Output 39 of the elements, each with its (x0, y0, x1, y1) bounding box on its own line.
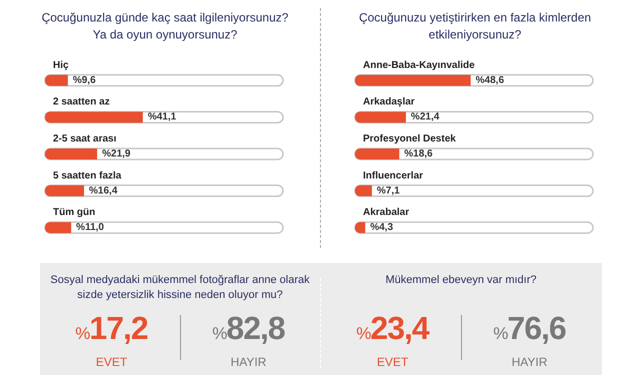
data-label: %16,4 (89, 185, 118, 196)
y-tick-label: 5 saatten fazla (53, 170, 122, 182)
text: Mükemmel ebeveyn var mıdır? (384, 273, 538, 288)
y-tick-label: Akrabalar (363, 207, 410, 218)
chart-title: Çocuğunuzla günde kaç saat ilgileniyorsunuz? Ya da oyun oynuyorsunuz? (42, 10, 289, 42)
y-tick-label: Anne-Baba-Kayınvalide (363, 60, 476, 71)
y-tick-label: Influencerlar (363, 170, 424, 182)
data-label: %21,9 (102, 148, 131, 160)
y-tick-label: 2 saatten az (53, 96, 110, 108)
data-label: %41,1 (148, 112, 177, 123)
category-label: HAYIR (230, 355, 268, 369)
category-label: EVET (376, 355, 410, 369)
bar (45, 148, 98, 160)
data-label: %76,6 (492, 309, 567, 348)
data-label: %7,1 (376, 185, 400, 196)
y-tick-label: Arkadaşlar (363, 96, 415, 108)
data-label: %23,4 (355, 309, 430, 348)
bar (45, 185, 84, 196)
category-label: HAYIR (510, 355, 548, 369)
data-label: %4,3 (370, 222, 394, 234)
bar (355, 148, 400, 160)
data-label: %9,6 (72, 74, 96, 86)
data-label: %11,0 (76, 222, 104, 234)
bar (355, 185, 372, 196)
data-label: %17,2 (74, 309, 149, 348)
data-label: %82,8 (211, 309, 286, 348)
chart-title: Çocuğunuzu yetiştirirken en fazla kimlerden etkileniyorsunuz? (358, 10, 592, 42)
data-label: %18,6 (404, 148, 434, 160)
bar (355, 112, 406, 123)
data-label: %21,4 (410, 112, 440, 123)
text: Sosyal medyadaki mükemmel fotoğraflar anne olarak sizde yetersizlik hissine neden oluyor mu? (49, 273, 311, 303)
y-tick-label: Hiç (53, 60, 69, 71)
bar (45, 74, 68, 86)
y-tick-label: Tüm gün (53, 207, 96, 218)
y-tick-label: Profesyonel Destek (363, 134, 456, 144)
category-label: EVET (94, 355, 128, 369)
data-label: %48,6 (476, 74, 504, 86)
bar (45, 222, 72, 234)
y-tick-label: 2-5 saat arası (53, 134, 117, 144)
